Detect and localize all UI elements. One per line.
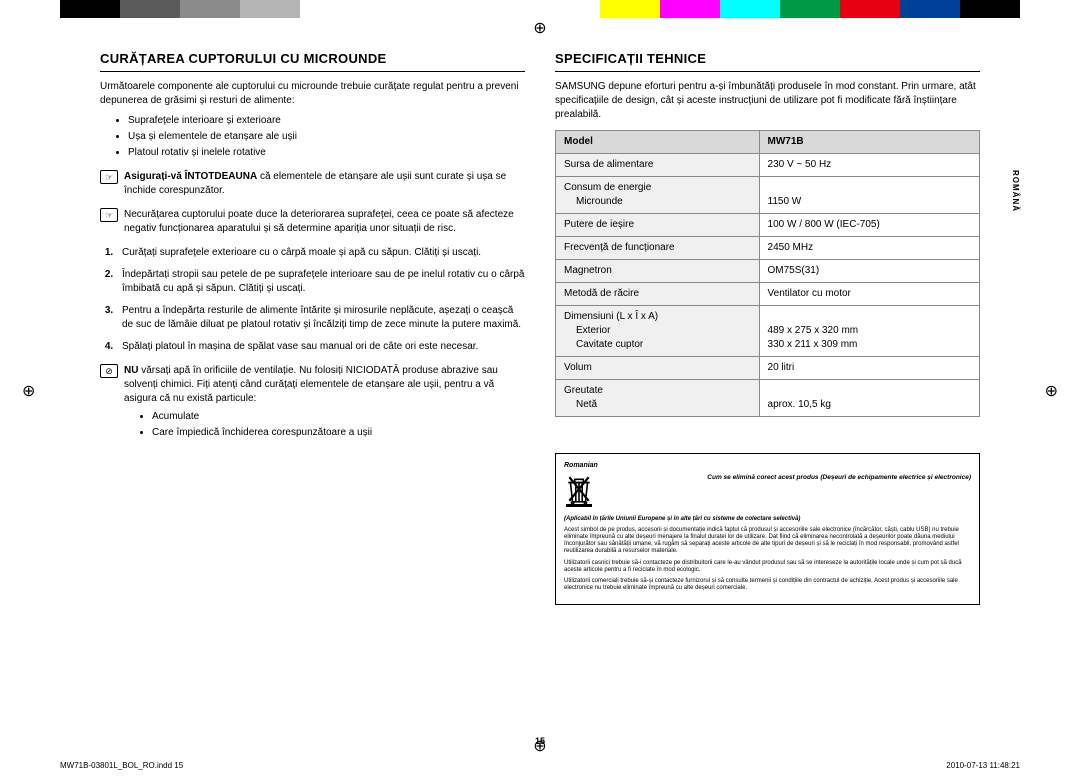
sub-bullet-item: Care împiedică închiderea corespunzătoar… [152, 426, 525, 440]
step-item: Îndepărtați stropii sau petele de pe sup… [116, 268, 525, 296]
right-column: SPECIFICAȚII TEHNICE SAMSUNG depune efor… [555, 50, 980, 732]
disposal-p: Acest simbol de pe produs, accesorii și … [564, 527, 971, 556]
hand-icon: ☞ [100, 208, 118, 222]
left-column: CURĂȚAREA CUPTORULUI CU MICROUNDE Următo… [100, 50, 525, 732]
disposal-head-text: Cum se elimină corect acest produs (Deșe… [602, 474, 971, 510]
registration-mark-top: ⊕ [533, 18, 546, 38]
language-tab: ROMÂNĂ [1011, 170, 1020, 212]
disposal-applicable: (Aplicabil în țările Uniunii Europene și… [564, 516, 971, 523]
bullet-item: Suprafețele interioare și exterioare [128, 114, 525, 128]
bullet-item: Platoul rotativ și inelele rotative [128, 146, 525, 160]
hand-icon: ☞ [100, 170, 118, 184]
specs-table: ModelMW71B Sursa de alimentare230 V ~ 50… [555, 130, 980, 417]
table-row: Sursa de alimentare230 V ~ 50 Hz [556, 154, 980, 177]
model-value: MW71B [759, 131, 979, 154]
registration-mark-right: ⊕ [1045, 381, 1058, 401]
table-row: Consum de energieMicrounde1150 W [556, 177, 980, 214]
disposal-notice: Romanian Cum se elimină corect acest pro… [555, 453, 980, 605]
cleaning-intro: Următoarele componente ale cuptorului cu… [100, 80, 525, 108]
cleaning-heading: CURĂȚAREA CUPTORULUI CU MICROUNDE [100, 50, 525, 72]
table-row: MagnetronOM75S(31) [556, 260, 980, 283]
step-item: Pentru a îndepărta resturile de alimente… [116, 304, 525, 332]
registration-mark-left: ⊕ [22, 381, 35, 401]
specs-heading: SPECIFICAȚII TEHNICE [555, 50, 980, 72]
cleaning-bullets: Suprafețele interioare și exterioare Ușa… [128, 114, 525, 160]
disposal-p: Utilizatorii casnici trebuie să-i contac… [564, 560, 971, 574]
weee-bin-icon [564, 474, 594, 510]
note-caution: ⊘ NU vărsați apă în orificiile de ventil… [100, 364, 525, 442]
page-content: CURĂȚAREA CUPTORULUI CU MICROUNDE Următo… [100, 50, 980, 732]
model-label: Model [556, 131, 760, 154]
bullet-item: Ușa și elementele de etanșare ale ușii [128, 130, 525, 144]
step-item: Spălați platoul în mașina de spălat vase… [116, 340, 525, 354]
page-number: 15 [535, 736, 545, 746]
table-row: Metodă de răcireVentilator cu motor [556, 283, 980, 306]
note-text: NU vărsați apă în orificiile de ventilaț… [124, 364, 525, 442]
specs-intro: SAMSUNG depune eforturi pentru a-și îmbu… [555, 80, 980, 122]
table-row: Putere de ieșire100 W / 800 W (IEC-705) [556, 214, 980, 237]
note-warning: ☞ Necurățarea cuptorului poate duce la d… [100, 208, 525, 236]
caution-icon: ⊘ [100, 364, 118, 378]
footer-timestamp: 2010-07-13 11:48:21 [946, 761, 1020, 770]
step-item: Curățați suprafețele exterioare cu o câr… [116, 246, 525, 260]
sub-bullets: Acumulate Care împiedică închiderea core… [152, 410, 525, 440]
color-registration-bar [0, 0, 1080, 18]
sub-bullet-item: Acumulate [152, 410, 525, 424]
note-text: Asigurați-vă ÎNTOTDEAUNA că elementele d… [124, 170, 525, 198]
table-row: ModelMW71B [556, 131, 980, 154]
disposal-header: Cum se elimină corect acest produs (Deșe… [564, 474, 971, 510]
table-row: GreutateNetăaprox. 10,5 kg [556, 380, 980, 417]
disposal-lang: Romanian [564, 462, 971, 470]
table-row: Volum20 litri [556, 357, 980, 380]
disposal-p: Utilizatorii comerciali trebuie să-și co… [564, 578, 971, 592]
table-row: Dimensiuni (L x Î x A)ExteriorCavitate c… [556, 306, 980, 357]
cleaning-steps: Curățați suprafețele exterioare cu o câr… [116, 246, 525, 354]
note-ensure: ☞ Asigurați-vă ÎNTOTDEAUNA că elementele… [100, 170, 525, 198]
footer-filename: MW71B-03801L_BOL_RO.indd 15 [60, 761, 183, 770]
table-row: Frecvență de funcționare2450 MHz [556, 237, 980, 260]
note-text: Necurățarea cuptorului poate duce la det… [124, 208, 525, 236]
